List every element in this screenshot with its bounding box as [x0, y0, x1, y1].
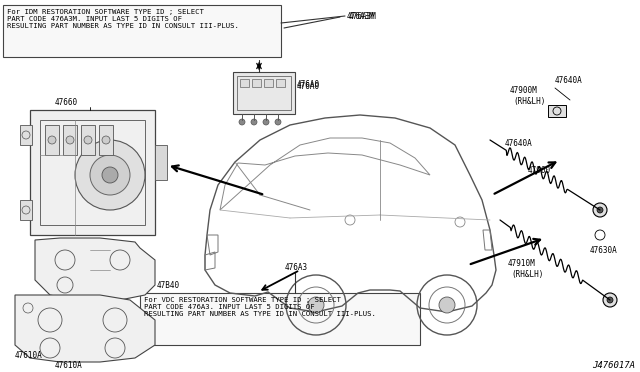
Text: 47B40: 47B40	[157, 280, 180, 289]
Text: J476017A: J476017A	[592, 361, 635, 370]
Circle shape	[90, 155, 130, 195]
Text: For IDM RESTORATION SOFTWARE TYPE ID ; SELECT
PART CODE 476A3M. INPUT LAST 5 DIG: For IDM RESTORATION SOFTWARE TYPE ID ; S…	[7, 9, 239, 29]
Circle shape	[48, 136, 56, 144]
Bar	[20, 200, 32, 220]
Text: 47910M: 47910M	[508, 259, 536, 268]
Text: 47960: 47960	[528, 166, 551, 175]
Text: 476A3M: 476A3M	[347, 12, 375, 21]
Circle shape	[607, 297, 613, 303]
Text: (RH&LH): (RH&LH)	[511, 270, 543, 279]
Bar	[140, 293, 420, 345]
Text: 47640A: 47640A	[505, 139, 532, 148]
Text: 47610A: 47610A	[15, 351, 43, 360]
Text: 476A3M: 476A3M	[349, 12, 377, 21]
Circle shape	[597, 207, 603, 213]
Bar	[264, 79, 273, 87]
Bar	[63, 125, 77, 155]
Circle shape	[239, 119, 245, 125]
Bar	[548, 105, 566, 117]
Bar	[30, 110, 155, 235]
Bar	[240, 79, 249, 87]
Polygon shape	[15, 295, 155, 362]
Text: 47630A: 47630A	[590, 246, 618, 255]
Circle shape	[84, 136, 92, 144]
Bar	[20, 125, 32, 145]
Bar	[252, 79, 261, 87]
Circle shape	[308, 297, 324, 313]
Circle shape	[66, 136, 74, 144]
Circle shape	[593, 203, 607, 217]
Bar	[45, 125, 59, 155]
Text: 47640A: 47640A	[555, 76, 583, 85]
Bar	[155, 145, 167, 180]
Polygon shape	[35, 238, 155, 300]
Bar	[99, 125, 113, 155]
Circle shape	[102, 136, 110, 144]
Circle shape	[75, 140, 145, 210]
Text: 47610A: 47610A	[55, 361, 83, 370]
Text: 476A0: 476A0	[297, 82, 320, 91]
Circle shape	[263, 119, 269, 125]
Circle shape	[102, 167, 118, 183]
Bar	[40, 120, 145, 225]
Bar	[237, 76, 291, 110]
Text: (RH&LH): (RH&LH)	[513, 97, 545, 106]
Bar	[276, 79, 285, 87]
Bar	[233, 72, 295, 114]
Circle shape	[275, 119, 281, 125]
Text: 47900M: 47900M	[510, 86, 538, 95]
Bar	[81, 125, 95, 155]
Text: 47660: 47660	[55, 98, 78, 107]
Circle shape	[439, 297, 455, 313]
Circle shape	[603, 293, 617, 307]
Circle shape	[251, 119, 257, 125]
Text: 476A0: 476A0	[297, 80, 320, 89]
Text: For VDC RESTORATION SOFTWARE TYPE ID ; SELECT
PART CODE 476A3. INPUT LAST 5 DIGI: For VDC RESTORATION SOFTWARE TYPE ID ; S…	[144, 297, 376, 317]
Bar	[3, 5, 281, 57]
Text: 476A3: 476A3	[285, 263, 308, 272]
